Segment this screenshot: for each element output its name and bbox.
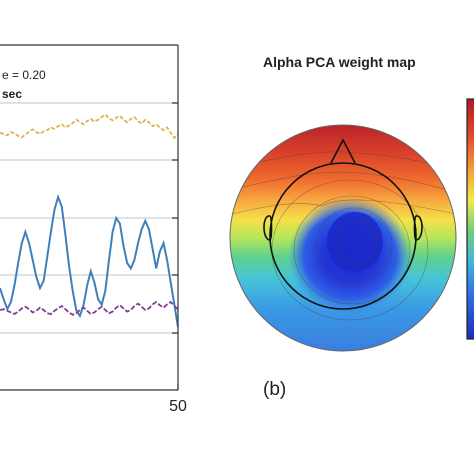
x-tick-label-end: 50: [169, 398, 187, 415]
legend-line-1: e = 0.20: [2, 68, 46, 82]
scalp-map: [230, 125, 456, 351]
right-ear-icon: [413, 215, 423, 241]
legend-line-2: sec: [2, 87, 22, 101]
topomap-panel: Alpha PCA weight map: [229, 54, 474, 400]
series-line-purple: [0, 300, 178, 316]
grid-lines: [0, 102, 178, 334]
contour: [293, 195, 411, 305]
series-line-blue: [0, 193, 178, 328]
contour: [230, 171, 456, 193]
head-schematic: [263, 138, 423, 310]
nose-icon: [330, 138, 356, 164]
series-line-orange: [0, 113, 178, 140]
contour: [335, 219, 377, 265]
colorbar: [466, 98, 474, 340]
line-plot-panel: e = 0.20 sec 50: [0, 44, 187, 415]
scalp-outline: [229, 124, 457, 352]
negative-blob-core: [327, 212, 383, 272]
left-ear-icon: [263, 215, 273, 241]
y-ticks: [172, 102, 179, 390]
contour: [315, 207, 393, 285]
contour: [231, 199, 456, 215]
map-title: Alpha PCA weight map: [263, 54, 416, 70]
head-circle: [269, 162, 417, 310]
contour: [230, 151, 456, 171]
panel-label-b: (b): [263, 379, 286, 400]
